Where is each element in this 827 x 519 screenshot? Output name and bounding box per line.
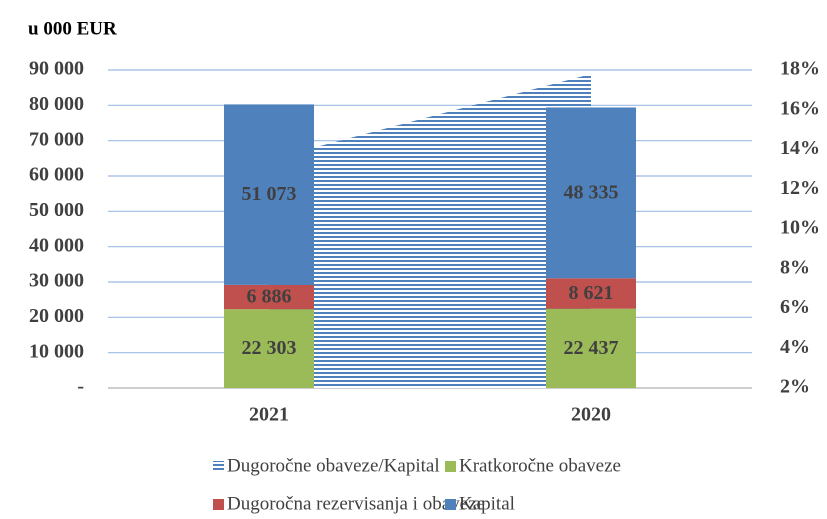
y2-tick-label: 14% — [780, 137, 820, 159]
chart-title: u 000 EUR — [28, 18, 117, 39]
y2-tick-label: 18% — [780, 58, 820, 80]
y2-tick-label: 10% — [780, 217, 820, 239]
area — [269, 73, 591, 388]
legend-marker — [213, 461, 224, 472]
bar-segment — [224, 309, 314, 388]
value-label: 22 437 — [564, 337, 619, 359]
y-tick-label: 10 000 — [29, 340, 84, 362]
legend-marker — [445, 461, 456, 472]
y-tick-label: 60 000 — [29, 164, 84, 186]
y2-tick-label: 2% — [780, 376, 810, 398]
value-label: 8 621 — [569, 282, 614, 304]
y-tick-label: 90 000 — [29, 58, 84, 80]
bar-segment — [546, 278, 636, 309]
value-label: 22 303 — [242, 337, 297, 359]
y-tick-label: 40 000 — [29, 234, 84, 256]
y2-tick-label: 4% — [780, 336, 810, 358]
bar-segment — [224, 104, 314, 285]
y-tick-label: 80 000 — [29, 93, 84, 115]
legend-marker — [213, 499, 224, 510]
x-tick-label: 2020 — [571, 404, 611, 426]
legend-label: Kratkoročne obaveze — [459, 455, 621, 476]
y-tick-label: - — [77, 376, 84, 398]
bar-segment — [224, 284, 314, 310]
y-tick-label: 20 000 — [29, 305, 84, 327]
legend-label: Dugoročne obaveze/Kapital — [227, 455, 440, 476]
y-tick-label: 70 000 — [29, 128, 84, 150]
value-label: 48 335 — [564, 181, 619, 203]
y-tick-label: 50 000 — [29, 199, 84, 221]
bar-segment — [546, 107, 636, 279]
y2-tick-label: 16% — [780, 97, 820, 119]
bar-segment — [546, 308, 636, 388]
x-tick-label: 2021 — [249, 404, 289, 426]
y-tick-label: 30 000 — [29, 270, 84, 292]
legend-marker — [445, 499, 456, 510]
value-label: 6 886 — [247, 286, 292, 308]
legend-label: Kapital — [459, 493, 515, 514]
y2-tick-label: 12% — [780, 177, 820, 199]
legend-label: Dugoročna rezervisanja i obaveze — [227, 493, 485, 514]
y2-tick-label: 6% — [780, 296, 810, 318]
value-label: 51 073 — [242, 183, 297, 205]
y2-tick-label: 8% — [780, 256, 810, 278]
